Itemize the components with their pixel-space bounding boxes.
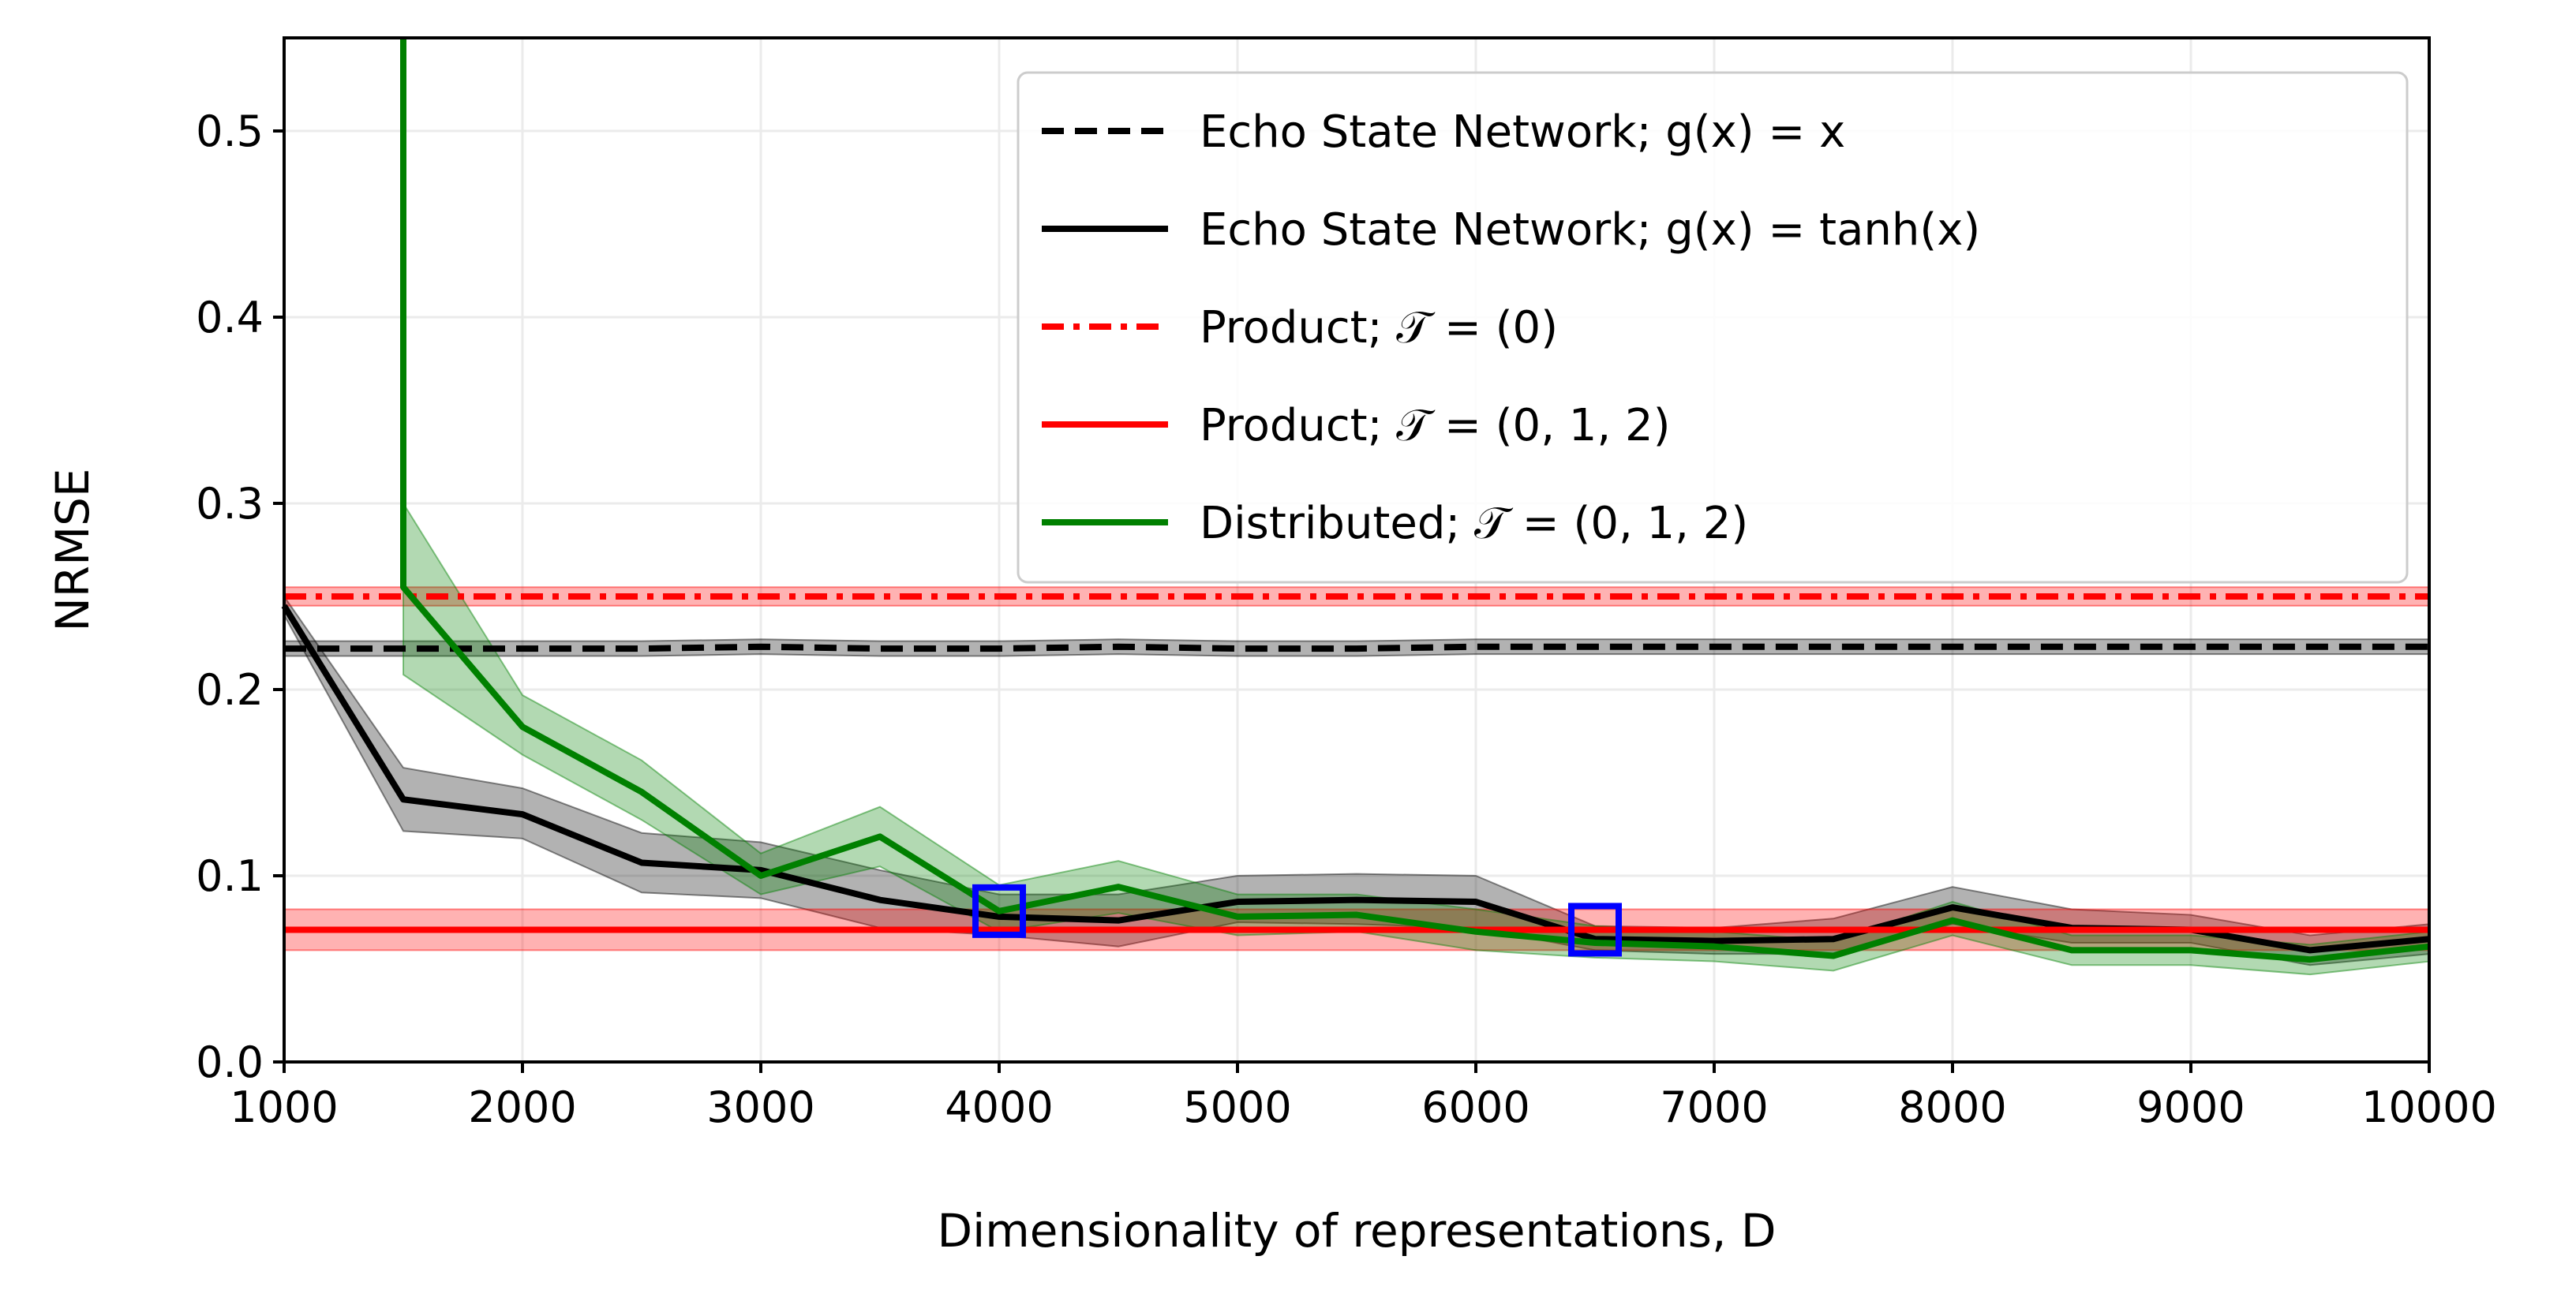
x-tick-label: 1000 <box>230 1082 338 1132</box>
y-tick-label: 0.5 <box>196 107 264 156</box>
x-tick-label: 5000 <box>1183 1082 1291 1132</box>
y-tick-label: 0.2 <box>196 665 264 715</box>
x-tick-label: 9000 <box>2136 1082 2245 1132</box>
x-tick-label: 7000 <box>1660 1082 1768 1132</box>
y-tick-label: 0.3 <box>196 479 264 529</box>
series-line-4 <box>400 38 2430 963</box>
x-tick-label: 6000 <box>1421 1082 1530 1132</box>
y-axis-ticks: 0.0 0.1 0.2 0.3 0.4 0.5 <box>196 107 284 1087</box>
legend-box <box>1017 71 2409 584</box>
plot-frame <box>283 36 2431 1064</box>
highlight-marker-1 <box>1568 903 1622 957</box>
legend-label-3: Product; 𝒯 = (0, 1, 2) <box>1200 400 1671 451</box>
x-axis-label: Dimensionality of representations, D <box>937 1204 1776 1258</box>
highlight-marker-0 <box>972 884 1026 938</box>
series-line-0 <box>284 643 2429 652</box>
x-tick-label: 8000 <box>1898 1082 2006 1132</box>
x-tick-label: 10000 <box>2361 1082 2497 1132</box>
legend: Echo State Network; g(x) = x Echo State N… <box>1017 71 2409 584</box>
legend-label-2: Product; 𝒯 = (0) <box>1200 302 1558 353</box>
legend-label-4: Distributed; 𝒯 = (0, 1, 2) <box>1200 498 1748 549</box>
y-tick-label: 0.1 <box>196 851 264 901</box>
x-tick-label: 4000 <box>945 1082 1053 1132</box>
y-tick-label: 0.0 <box>196 1037 264 1087</box>
series-lines <box>281 38 2430 963</box>
x-tick-label: 2000 <box>468 1082 576 1132</box>
x-axis-ticks: 1000 2000 3000 4000 5000 6000 7000 8000 9000 1000… <box>230 1062 2497 1132</box>
legend-label-0: Echo State Network; g(x) = x <box>1200 107 1845 158</box>
y-axis-label: NRMSE <box>46 468 99 631</box>
y-tick-label: 0.4 <box>196 293 264 342</box>
highlight-markers <box>972 884 1622 957</box>
legend-label-1: Echo State Network; g(x) = tanh(x) <box>1200 204 1980 256</box>
x-tick-label: 3000 <box>706 1082 814 1132</box>
